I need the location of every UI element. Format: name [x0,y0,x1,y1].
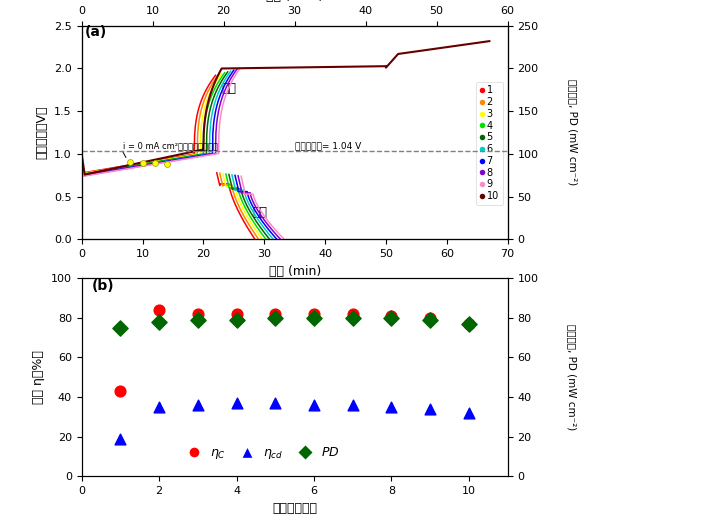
Point [125,158,136,166]
Point [347,310,359,318]
X-axis label: サイクル回数: サイクル回数 [272,502,317,514]
Point [386,314,397,322]
Text: (a): (a) [84,25,107,39]
Point [270,310,281,318]
Text: i = 0 mA cm²，一部データ欠損: i = 0 mA cm²，一部データ欠損 [123,141,218,150]
Point [161,160,173,168]
X-axis label: 時間 (min): 時間 (min) [268,265,321,278]
Point [115,387,126,395]
Point [115,323,126,332]
Point [308,310,320,318]
Point [386,312,397,320]
Point [192,316,204,324]
Point [308,401,320,409]
Point [270,399,281,407]
X-axis label: 容量 (mAh): 容量 (mAh) [266,0,323,4]
Text: (b): (b) [92,279,114,293]
Point [463,320,474,328]
Legend: $\eta_C$, $\eta_{cd}$, $\it{PD}$: $\eta_C$, $\eta_{cd}$, $\it{PD}$ [176,441,345,466]
Point [231,399,242,407]
Y-axis label: 出力密度, PD (mW cm⁻²): 出力密度, PD (mW cm⁻²) [567,79,577,186]
Point [153,403,165,411]
Point [463,409,474,417]
Point [153,306,165,314]
Point [270,314,281,322]
Y-axis label: 効率 η（%）: 効率 η（%） [33,350,45,404]
Point [137,159,148,167]
Point [115,435,126,443]
Point [463,320,474,328]
Point [347,314,359,322]
Point [192,401,204,409]
Point [425,316,436,324]
Y-axis label: 出力密度, PD (mW cm⁻²): 出力密度, PD (mW cm⁻²) [567,324,577,431]
Point [231,310,242,318]
Text: 理論起電力= 1.04 V: 理論起電力= 1.04 V [295,141,361,150]
Point [347,401,359,409]
Legend: 1, 2, 3, 4, 5, 6, 7, 8, 9, 10: 1, 2, 3, 4, 5, 6, 7, 8, 9, 10 [476,81,503,205]
Text: 放電: 放電 [252,205,267,218]
Point [231,316,242,324]
Text: 充電: 充電 [222,82,236,95]
Point [149,159,160,167]
Point [386,403,397,411]
Point [308,314,320,322]
Point [425,314,436,322]
Point [153,318,165,326]
Y-axis label: 端子電圧（V）: 端子電圧（V） [36,106,48,159]
Point [425,405,436,413]
Point [192,310,204,318]
